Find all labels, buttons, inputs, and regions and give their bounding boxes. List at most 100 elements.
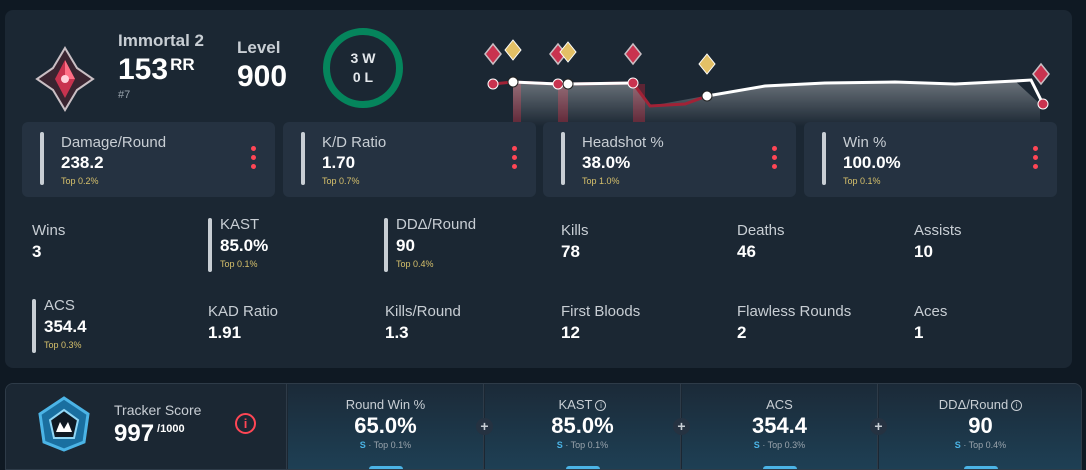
stat-label: Kills (561, 222, 589, 239)
cell-grade: S · Top 0.1% (359, 440, 412, 450)
cell-value: 90 (968, 413, 993, 438)
losses-count: 0 L (352, 69, 374, 85)
card-accent-bar (301, 132, 305, 185)
card-accent-bar (822, 132, 826, 185)
tracker-cell-acs[interactable]: ACS 354.4 S · Top 0.3% (682, 384, 878, 469)
stat-value: 90 (396, 236, 415, 255)
tracker-cell-kast[interactable]: KAST i 85.0% S · Top 0.1% (485, 384, 681, 469)
card-accent-bar (40, 132, 44, 185)
stat-wins: Wins 3 (32, 222, 65, 262)
stat-card-headshot[interactable]: Headshot % 38.0% Top 1.0% (543, 122, 796, 197)
stat-value: 2 (737, 323, 747, 342)
stat-label: K/D Ratio (322, 134, 387, 151)
stat-card-win-pct[interactable]: Win % 100.0% Top 0.1% (804, 122, 1057, 197)
wins-count: 3 W (350, 50, 376, 66)
cell-indicator (565, 466, 600, 469)
cell-indicator (963, 466, 998, 469)
tracker-score-value: 997/1000 (114, 420, 185, 447)
cell-label: Round Win % (345, 397, 426, 412)
stat-label: DDΔ/Round (396, 216, 477, 233)
stat-percentile: Top 0.4% (396, 259, 434, 269)
stat-aces: Aces 1 (914, 303, 947, 343)
plus-icon[interactable]: + (870, 418, 887, 435)
tracker-score-icon (38, 396, 90, 452)
cell-value: 354.4 (751, 413, 808, 438)
more-options-icon[interactable] (1033, 146, 1039, 173)
level-label: Level (237, 38, 281, 57)
stat-value: 38.0% (582, 153, 631, 172)
rr-unit: RR (170, 55, 195, 74)
tracker-score-label: Tracker Score (114, 402, 202, 418)
immortal-rank-icon (624, 42, 642, 66)
rr-history-chart (484, 39, 1050, 126)
stat-label: Headshot % (582, 134, 664, 151)
info-icon[interactable]: i (595, 400, 607, 411)
stat-value: 85.0% (220, 236, 269, 255)
stat-label: Win % (843, 134, 887, 151)
tracker-cell-dda[interactable]: DDΔ/Round i 90 S · Top 0.4% (879, 384, 1081, 469)
immortal-rank-icon (484, 42, 502, 66)
cell-indicator (762, 466, 797, 469)
cell-label: DDΔ/Round i (879, 397, 1081, 412)
plus-icon[interactable]: + (673, 418, 690, 435)
more-options-icon[interactable] (251, 146, 257, 173)
stat-kills: Kills 78 (561, 222, 589, 262)
stat-kast: KAST 85.0% Top 0.1% (208, 216, 269, 272)
stat-percentile: Top 0.1% (843, 176, 881, 186)
tracker-score-summary: Tracker Score 997/1000 i (6, 384, 287, 469)
win-loss-ring: 3 W 0 L (323, 28, 403, 108)
stat-card-damage-round[interactable]: Damage/Round 238.2 Top 0.2% (22, 122, 275, 197)
stat-assists: Assists 10 (914, 222, 962, 262)
stat-value: 12 (561, 323, 580, 342)
stat-label: Deaths (737, 222, 785, 239)
stat-label: Aces (914, 303, 948, 320)
more-options-icon[interactable] (512, 146, 518, 173)
stat-label: Assists (914, 222, 962, 239)
cell-value: 65.0% (354, 413, 417, 438)
stat-kad-ratio: KAD Ratio 1.91 (208, 303, 278, 343)
stat-accent-bar (208, 218, 212, 272)
stat-accent-bar (384, 218, 388, 272)
gold-rank-icon (504, 39, 522, 61)
immortal-rank-icon (1032, 62, 1050, 86)
info-icon[interactable]: i (1011, 400, 1023, 411)
cell-grade: S · Top 0.1% (556, 440, 609, 450)
stat-percentile: Top 1.0% (582, 176, 620, 186)
stat-value: 1.3 (385, 323, 409, 342)
stat-label: Flawless Rounds (737, 303, 852, 320)
tracker-score-bar: Tracker Score 997/1000 i Round Win % 65.… (5, 383, 1082, 470)
stat-accent-bar (32, 299, 36, 353)
cell-grade: S · Top 0.3% (753, 440, 806, 450)
level-value: 900 (237, 60, 288, 93)
tracker-score-max: /1000 (157, 423, 185, 435)
stat-value: 100.0% (843, 153, 901, 172)
gold-rank-icon (698, 53, 716, 75)
stat-card-kd-ratio[interactable]: K/D Ratio 1.70 Top 0.7% (283, 122, 536, 197)
stat-label: Kills/Round (385, 303, 461, 320)
leaderboard-place: #7 (118, 89, 131, 101)
stat-value: 1.91 (208, 323, 242, 342)
cell-value: 85.0% (551, 413, 614, 438)
stat-label: Wins (32, 222, 66, 239)
stat-flawless-rounds: Flawless Rounds 2 (737, 303, 851, 343)
rank-name: Immortal 2 (118, 31, 204, 50)
tracker-cell-round-win[interactable]: Round Win % 65.0% S · Top 0.1% (288, 384, 484, 469)
more-options-icon[interactable] (772, 146, 778, 173)
stat-value: 78 (561, 242, 580, 261)
stat-acs: ACS 354.4 Top 0.3% (32, 297, 87, 353)
cell-grade: S · Top 0.4% (954, 440, 1007, 450)
card-accent-bar (561, 132, 565, 185)
immortal-rank-icon (35, 46, 95, 112)
info-icon[interactable]: i (235, 413, 256, 434)
stat-percentile: Top 0.7% (322, 176, 360, 186)
cell-label: KAST i (485, 397, 680, 412)
stat-percentile: Top 0.1% (220, 259, 258, 269)
plus-icon[interactable]: + (476, 418, 493, 435)
stat-label: Damage/Round (61, 134, 167, 151)
stat-value: 354.4 (44, 317, 87, 336)
stat-value: 1.70 (322, 153, 356, 172)
stat-value: 10 (914, 242, 933, 261)
cell-indicator (368, 466, 403, 469)
stat-label: First Bloods (561, 303, 641, 320)
stat-percentile: Top 0.3% (44, 340, 82, 350)
